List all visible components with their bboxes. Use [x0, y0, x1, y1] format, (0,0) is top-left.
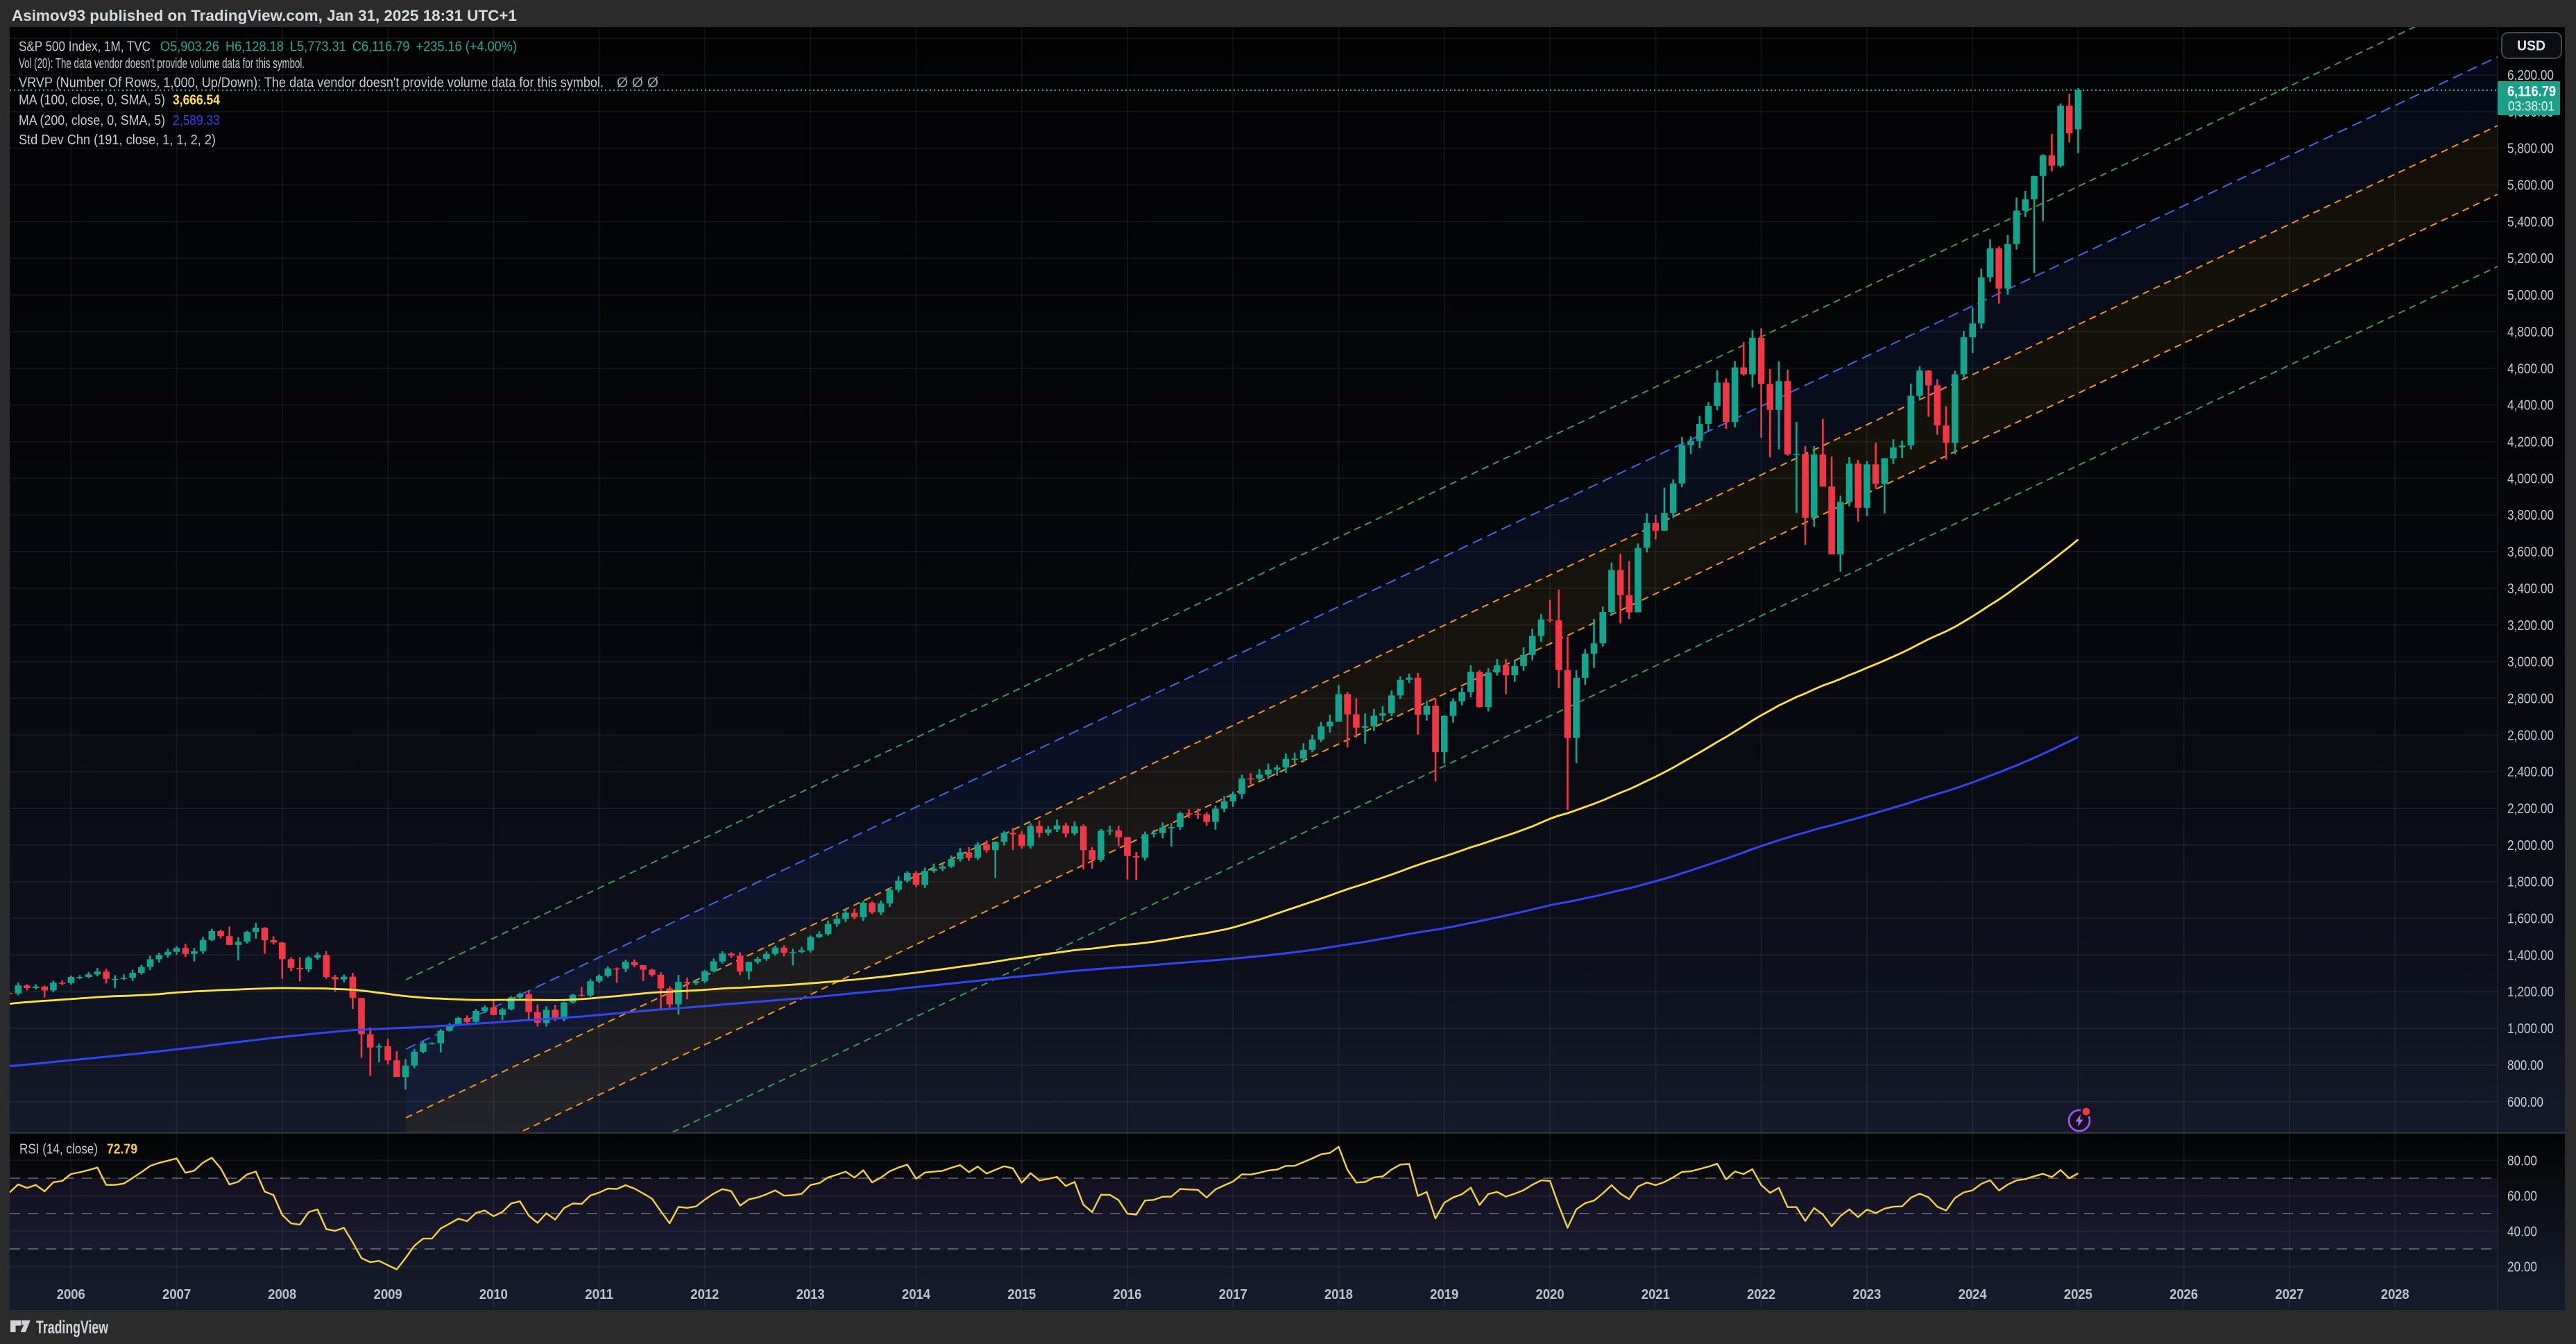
svg-text:2014: 2014 [902, 1286, 931, 1302]
svg-text:1,800.00: 1,800.00 [2507, 875, 2554, 890]
svg-text:2,589.33: 2,589.33 [173, 112, 220, 128]
svg-text:4,200.00: 4,200.00 [2507, 435, 2554, 450]
svg-text:Vol (20): The data vendor does: Vol (20): The data vendor doesn't provid… [19, 56, 305, 71]
svg-text:2017: 2017 [1219, 1286, 1247, 1302]
svg-text:2,000.00: 2,000.00 [2507, 838, 2554, 853]
svg-text:4,600.00: 4,600.00 [2507, 361, 2554, 377]
svg-text:2,400.00: 2,400.00 [2507, 765, 2554, 780]
svg-text:1,400.00: 1,400.00 [2507, 948, 2554, 963]
svg-text:2008: 2008 [268, 1286, 296, 1302]
svg-text:40.00: 40.00 [2507, 1225, 2537, 1240]
svg-text:1,200.00: 1,200.00 [2507, 985, 2554, 1000]
svg-text:72.79: 72.79 [107, 1141, 137, 1157]
svg-text:2018: 2018 [1324, 1286, 1353, 1302]
svg-text:2023: 2023 [1852, 1286, 1881, 1302]
svg-text:2,600.00: 2,600.00 [2507, 728, 2554, 743]
svg-text:6,116.79: 6,116.79 [2507, 84, 2556, 100]
svg-text:2011: 2011 [585, 1286, 613, 1302]
svg-text:O5,903.26 H6,128.18 L5,773.31: O5,903.26 H6,128.18 L5,773.31 C6,116.79 … [160, 38, 517, 54]
svg-text:RSI (14, close): RSI (14, close) [19, 1141, 98, 1157]
svg-text:2013: 2013 [796, 1286, 825, 1302]
svg-text:2010: 2010 [479, 1286, 508, 1302]
svg-text:5,200.00: 5,200.00 [2507, 251, 2554, 266]
svg-text:MA (200, close, 0, SMA, 5): MA (200, close, 0, SMA, 5) [19, 112, 165, 128]
svg-text:60.00: 60.00 [2507, 1189, 2537, 1205]
svg-text:4,000.00: 4,000.00 [2507, 471, 2554, 486]
svg-text:4,800.00: 4,800.00 [2507, 325, 2554, 340]
svg-text:USD: USD [2517, 39, 2545, 54]
svg-text:2019: 2019 [1430, 1286, 1458, 1302]
svg-text:2028: 2028 [2381, 1286, 2409, 1302]
svg-text:S&P 500 Index, 1M, TVC: S&P 500 Index, 1M, TVC [19, 38, 151, 54]
svg-text:1,000.00: 1,000.00 [2507, 1021, 2554, 1037]
svg-text:2024: 2024 [1959, 1286, 1988, 1302]
svg-text:80.00: 80.00 [2507, 1154, 2537, 1169]
svg-text:Std Dev Chn (191, close, 1, 1,: Std Dev Chn (191, close, 1, 1, 2, 2) [19, 132, 216, 148]
svg-text:20.00: 20.00 [2507, 1260, 2537, 1275]
svg-text:3,400.00: 3,400.00 [2507, 581, 2554, 597]
svg-text:2015: 2015 [1007, 1286, 1036, 1302]
svg-text:2009: 2009 [374, 1286, 402, 1302]
svg-text:MA (100, close, 0, SMA, 5): MA (100, close, 0, SMA, 5) [19, 92, 165, 108]
svg-text:5,800.00: 5,800.00 [2507, 142, 2554, 157]
svg-text:2006: 2006 [57, 1286, 85, 1302]
svg-text:4,400.00: 4,400.00 [2507, 398, 2554, 414]
svg-text:600.00: 600.00 [2507, 1095, 2543, 1110]
svg-text:2020: 2020 [1536, 1286, 1564, 1302]
svg-text:3,200.00: 3,200.00 [2507, 618, 2554, 633]
svg-text:03:38:01: 03:38:01 [2508, 100, 2554, 114]
svg-text:Ø Ø Ø: Ø Ø Ø [617, 75, 658, 91]
svg-text:3,666.54: 3,666.54 [173, 92, 220, 108]
svg-text:3,600.00: 3,600.00 [2507, 545, 2554, 560]
svg-text:VRVP (Number Of Rows, 1,000, U: VRVP (Number Of Rows, 1,000, Up/Down): T… [19, 75, 604, 91]
svg-text:1,600.00: 1,600.00 [2507, 912, 2554, 927]
svg-text:2,200.00: 2,200.00 [2507, 801, 2554, 817]
svg-text:TradingView: TradingView [36, 1317, 109, 1338]
svg-text:2022: 2022 [1747, 1286, 1775, 1302]
svg-text:2016: 2016 [1114, 1286, 1142, 1302]
svg-text:2026: 2026 [2169, 1286, 2198, 1302]
svg-text:5,400.00: 5,400.00 [2507, 214, 2554, 230]
svg-text:5,000.00: 5,000.00 [2507, 288, 2554, 303]
svg-text:6,200.00: 6,200.00 [2507, 68, 2554, 83]
svg-text:2027: 2027 [2276, 1286, 2304, 1302]
svg-text:2,800.00: 2,800.00 [2507, 691, 2554, 706]
svg-text:2021: 2021 [1641, 1286, 1670, 1302]
svg-text:5,600.00: 5,600.00 [2507, 178, 2554, 194]
svg-text:800.00: 800.00 [2507, 1058, 2543, 1073]
svg-text:Asimov93 published on TradingV: Asimov93 published on TradingView.com, J… [12, 7, 517, 24]
svg-text:3,000.00: 3,000.00 [2507, 655, 2554, 670]
svg-text:2012: 2012 [690, 1286, 719, 1302]
svg-text:2025: 2025 [2064, 1286, 2092, 1302]
svg-text:3,800.00: 3,800.00 [2507, 508, 2554, 523]
svg-text:2007: 2007 [162, 1286, 191, 1302]
